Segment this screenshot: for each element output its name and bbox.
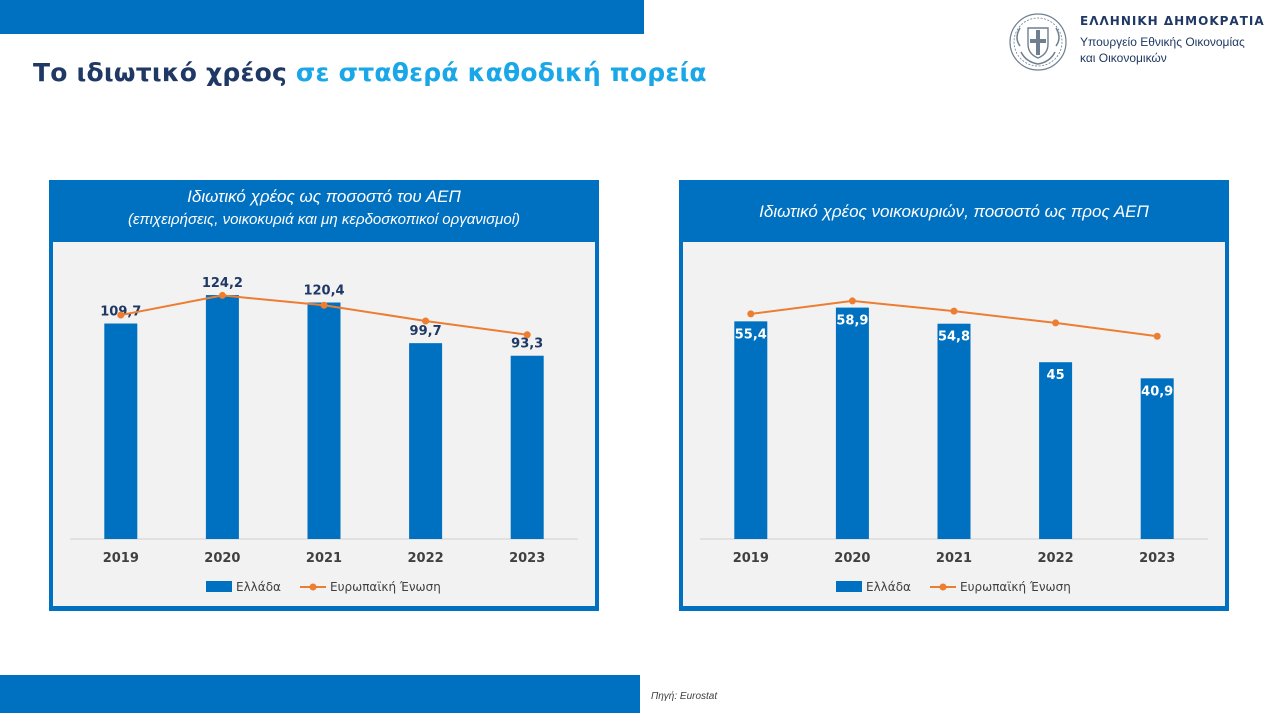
eu-point-2020 bbox=[218, 291, 226, 299]
bar-2020 bbox=[835, 307, 869, 539]
ministry-name-line-1: Υπουργείο Εθνικής Οικονομίας bbox=[1080, 35, 1245, 49]
x-tick-label: 2022 bbox=[408, 551, 444, 566]
eu-point-2021 bbox=[950, 307, 958, 315]
government-name: ΕΛΛΗΝΙΚΗ ΔΗΜΟΚΡΑΤΙΑ bbox=[1080, 14, 1265, 28]
bar-data-label: 54,8 bbox=[938, 330, 970, 345]
chart-panel-header: Ιδιωτικό χρέος ως ποσοστό του ΑΕΠ (επιχε… bbox=[49, 180, 599, 242]
private-debt-chart: 109,7124,2120,499,793,320192020202120222… bbox=[70, 276, 578, 594]
chart-subtitle: (επιχειρήσεις, νοικοκυριά και μη κερδοσκ… bbox=[127, 211, 521, 228]
chart-plot-area: 55,4 58,9 54,8 45 40,9 2019 2020 2021 2022 2023 Ελ… bbox=[683, 242, 1225, 606]
bar-2023 bbox=[510, 355, 544, 539]
chart-panel-private-debt: Ιδιωτικό χρέος ως ποσοστό του ΑΕΠ (επιχε… bbox=[49, 180, 599, 611]
bar-2020 bbox=[205, 295, 239, 539]
bar-2022 bbox=[409, 343, 443, 539]
page-title: Το ιδιωτικό χρέος σε σταθερά καθοδική πο… bbox=[33, 58, 707, 87]
bar-2021 bbox=[307, 302, 341, 539]
top-accent-bar bbox=[0, 0, 644, 34]
ministry-name-line-2: και Οικονομικών bbox=[1080, 51, 1167, 65]
x-tick-label: 2019 bbox=[103, 551, 139, 566]
chart-plot-area: 109,7124,2120,499,793,320192020202120222… bbox=[53, 242, 595, 606]
legend-line-marker bbox=[939, 583, 947, 591]
legend-label: Ευρωπαϊκή Ένωση bbox=[960, 580, 1071, 594]
legend-bar-swatch bbox=[206, 581, 232, 592]
source-note: Πηγή: Eurostat bbox=[651, 691, 718, 702]
page-title-accent: σε σταθερά καθοδική πορεία bbox=[295, 58, 707, 87]
eu-point-2019 bbox=[117, 311, 125, 319]
chart-panel-header: Ιδιωτικό χρέος νοικοκυριών, ποσοστό ως π… bbox=[679, 180, 1229, 242]
bar-2022 bbox=[1039, 362, 1073, 539]
eu-point-2021 bbox=[320, 301, 328, 309]
greek-coat-of-arms-logo bbox=[1009, 13, 1067, 71]
eu-point-2023 bbox=[1153, 332, 1161, 340]
bar-2019 bbox=[734, 321, 768, 539]
eu-point-2023 bbox=[523, 331, 531, 339]
chart-panel-household-debt: Ιδιωτικό χρέος νοικοκυριών, ποσοστό ως π… bbox=[679, 180, 1229, 611]
eu-point-2020 bbox=[848, 297, 856, 305]
bar-data-label: 40,9 bbox=[1141, 384, 1173, 399]
x-tick-label: 2019 bbox=[733, 551, 769, 566]
bar-2021 bbox=[937, 323, 971, 539]
x-tick-label: 2021 bbox=[936, 551, 972, 566]
x-tick-label: 2020 bbox=[204, 551, 240, 566]
eu-point-2022 bbox=[1052, 319, 1060, 327]
bar-2019 bbox=[104, 323, 138, 539]
eu-point-2022 bbox=[422, 317, 430, 325]
household-debt-chart: 55,4 58,9 54,8 45 40,9 2019 2020 2021 2022 2023 Ελ… bbox=[700, 297, 1208, 594]
bar-2023 bbox=[1140, 378, 1174, 539]
bar-data-label: 99,7 bbox=[410, 324, 442, 339]
legend-label: Ελλάδα bbox=[236, 580, 281, 594]
bar-data-label: 93,3 bbox=[511, 337, 543, 352]
x-tick-label: 2021 bbox=[306, 551, 342, 566]
legend-bar-swatch bbox=[836, 581, 862, 592]
x-tick-label: 2020 bbox=[834, 551, 870, 566]
legend-line-marker bbox=[309, 583, 317, 591]
chart-title: Ιδιωτικό χρέος νοικοκυριών, ποσοστό ως π… bbox=[759, 202, 1149, 221]
bar-data-label: 120,4 bbox=[303, 284, 344, 299]
legend-label: Ελλάδα bbox=[866, 580, 911, 594]
chart-title: Ιδιωτικό χρέος ως ποσοστό του ΑΕΠ bbox=[187, 187, 461, 206]
bar-data-label: 45 bbox=[1047, 368, 1065, 383]
page-title-main: Το ιδιωτικό χρέος bbox=[33, 58, 296, 87]
x-tick-label: 2023 bbox=[1139, 551, 1175, 566]
x-tick-label: 2023 bbox=[509, 551, 545, 566]
legend-label: Ευρωπαϊκή Ένωση bbox=[330, 580, 441, 594]
bar-data-label: 58,9 bbox=[836, 314, 868, 329]
x-tick-label: 2022 bbox=[1038, 551, 1074, 566]
bar-data-label: 124,2 bbox=[202, 276, 243, 291]
bottom-accent-bar bbox=[0, 675, 640, 713]
eu-point-2019 bbox=[747, 310, 755, 318]
bar-data-label: 55,4 bbox=[735, 327, 767, 342]
